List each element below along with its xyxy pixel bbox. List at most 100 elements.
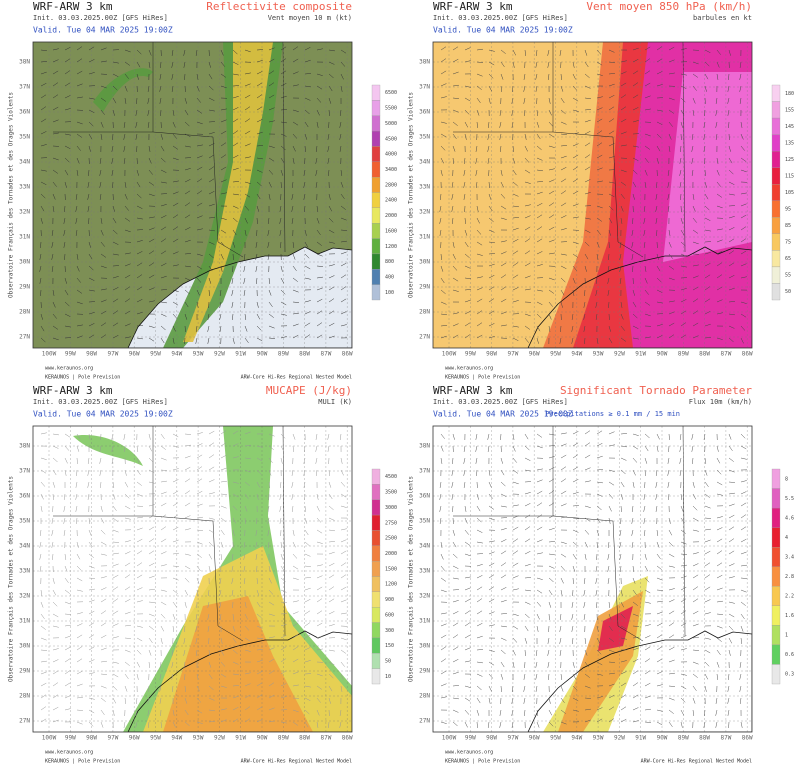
colorbar-label: 600 (385, 612, 394, 618)
lat-label: 36N (19, 493, 30, 500)
lon-label: 86W (742, 735, 753, 742)
lat-label: 30N (19, 643, 30, 650)
lon-label: 95W (550, 735, 561, 742)
lon-label: 88W (299, 351, 310, 358)
lat-label: 38N (19, 59, 30, 66)
footer-model: ARW-Core Hi-Res Regional Nested Model (241, 759, 352, 765)
colorbar-label: 5000 (385, 121, 397, 127)
colorbar-cell (772, 606, 780, 626)
colorbar-label: 155 (785, 107, 794, 113)
init-time: Init. 03.03.2025.00Z [GFS HiRes] (433, 398, 568, 406)
map-note: Precipitations ≥ 0.1 mm / 15 min (545, 410, 680, 418)
lat-label: 28N (19, 309, 30, 316)
lat-label: 31N (419, 234, 430, 241)
colorbar-cell (372, 669, 380, 684)
lat-label: 35N (19, 518, 30, 525)
map-subtitle: Vent moyen 10 m (kt) (268, 14, 352, 22)
colorbar-cell (372, 515, 380, 530)
lat-label: 35N (19, 134, 30, 141)
map-title: Reflectivite composite (206, 0, 352, 13)
colorbar-cell (372, 623, 380, 638)
colorbar-cell (372, 500, 380, 515)
colorbar-cell (772, 664, 780, 684)
map-title: MUCAPE (J/kg) (266, 384, 352, 397)
lon-label: 90W (657, 351, 668, 358)
colorbar-label: 10 (385, 674, 391, 680)
lon-label: 91W (235, 735, 246, 742)
init-time: Init. 03.03.2025.00Z [GFS HiRes] (33, 14, 168, 22)
colorbar-cell (772, 201, 780, 218)
colorbar-cell (772, 234, 780, 251)
lat-label: 27N (419, 718, 430, 725)
side-label: Observatoire Français des Tornades et de… (8, 476, 15, 682)
model-name: WRF-ARW 3 km (33, 384, 113, 397)
colorbar-cell (372, 100, 380, 115)
colorbar-label: 115 (785, 173, 794, 179)
colorbar-label: 2000 (385, 551, 397, 557)
lon-label: 96W (129, 351, 140, 358)
lon-label: 100W (42, 351, 57, 358)
colorbar-cell (772, 567, 780, 587)
lat-label: 27N (19, 718, 30, 725)
lon-label: 90W (657, 735, 668, 742)
colorbar-label: 5.5 (785, 496, 794, 502)
colorbar-label: 1.6 (785, 613, 794, 619)
colorbar-cell (772, 508, 780, 528)
colorbar-cell (772, 102, 780, 119)
lon-label: 90W (257, 351, 268, 358)
colorbar-label: 8 (785, 476, 788, 482)
lon-label: 90W (257, 735, 268, 742)
lon-label: 98W (86, 735, 97, 742)
colorbar-cell (372, 239, 380, 254)
lon-label: 86W (342, 351, 353, 358)
colorbar-cell (372, 116, 380, 131)
lon-label: 99W (465, 735, 476, 742)
lat-label: 30N (19, 259, 30, 266)
colorbar-label: 1 (785, 633, 788, 639)
lon-label: 93W (193, 351, 204, 358)
lon-label: 97W (507, 351, 518, 358)
lon-label: 97W (507, 735, 518, 742)
map (433, 42, 752, 348)
lon-label: 100W (442, 735, 457, 742)
colorbar-label: 6500 (385, 90, 397, 96)
lon-label: 94W (171, 351, 182, 358)
colorbar-label: 2500 (385, 536, 397, 542)
lon-label: 92W (214, 351, 225, 358)
lon-label: 89W (278, 735, 289, 742)
colorbar-cell (772, 283, 780, 300)
colorbar-cell (372, 131, 380, 146)
colorbar-cell (772, 168, 780, 185)
map-title: Vent moyen 850 hPa (km/h) (586, 0, 752, 13)
footer-site: www.keraunos.org (445, 750, 493, 756)
colorbar-cell (772, 547, 780, 567)
lat-label: 31N (419, 618, 430, 625)
model-name: WRF-ARW 3 km (33, 0, 113, 13)
colorbar-label: 400 (385, 274, 394, 280)
colorbar-cell (772, 250, 780, 267)
lon-label: 99W (65, 351, 76, 358)
colorbar-label: 105 (785, 190, 794, 196)
lat-label: 31N (19, 618, 30, 625)
lat-label: 34N (419, 543, 430, 550)
lon-label: 95W (150, 351, 161, 358)
colorbar-cell (372, 208, 380, 223)
colorbar-label: 2.8 (785, 574, 794, 580)
lat-label: 27N (19, 334, 30, 341)
lat-label: 38N (419, 443, 430, 450)
colorbar-label: 50 (785, 289, 791, 295)
lon-label: 95W (150, 735, 161, 742)
colorbar-label: 4 (785, 535, 788, 541)
colorbar-label: 4000 (385, 152, 397, 158)
colorbar-cell (372, 146, 380, 161)
lat-label: 30N (419, 259, 430, 266)
colorbar-cell (372, 607, 380, 622)
colorbar-label: 2000 (385, 213, 397, 219)
lat-label: 32N (419, 593, 430, 600)
lon-label: 94W (571, 351, 582, 358)
lon-label: 91W (635, 735, 646, 742)
colorbar-cell (772, 118, 780, 135)
lat-label: 29N (419, 668, 430, 675)
colorbar-label: 145 (785, 124, 794, 130)
